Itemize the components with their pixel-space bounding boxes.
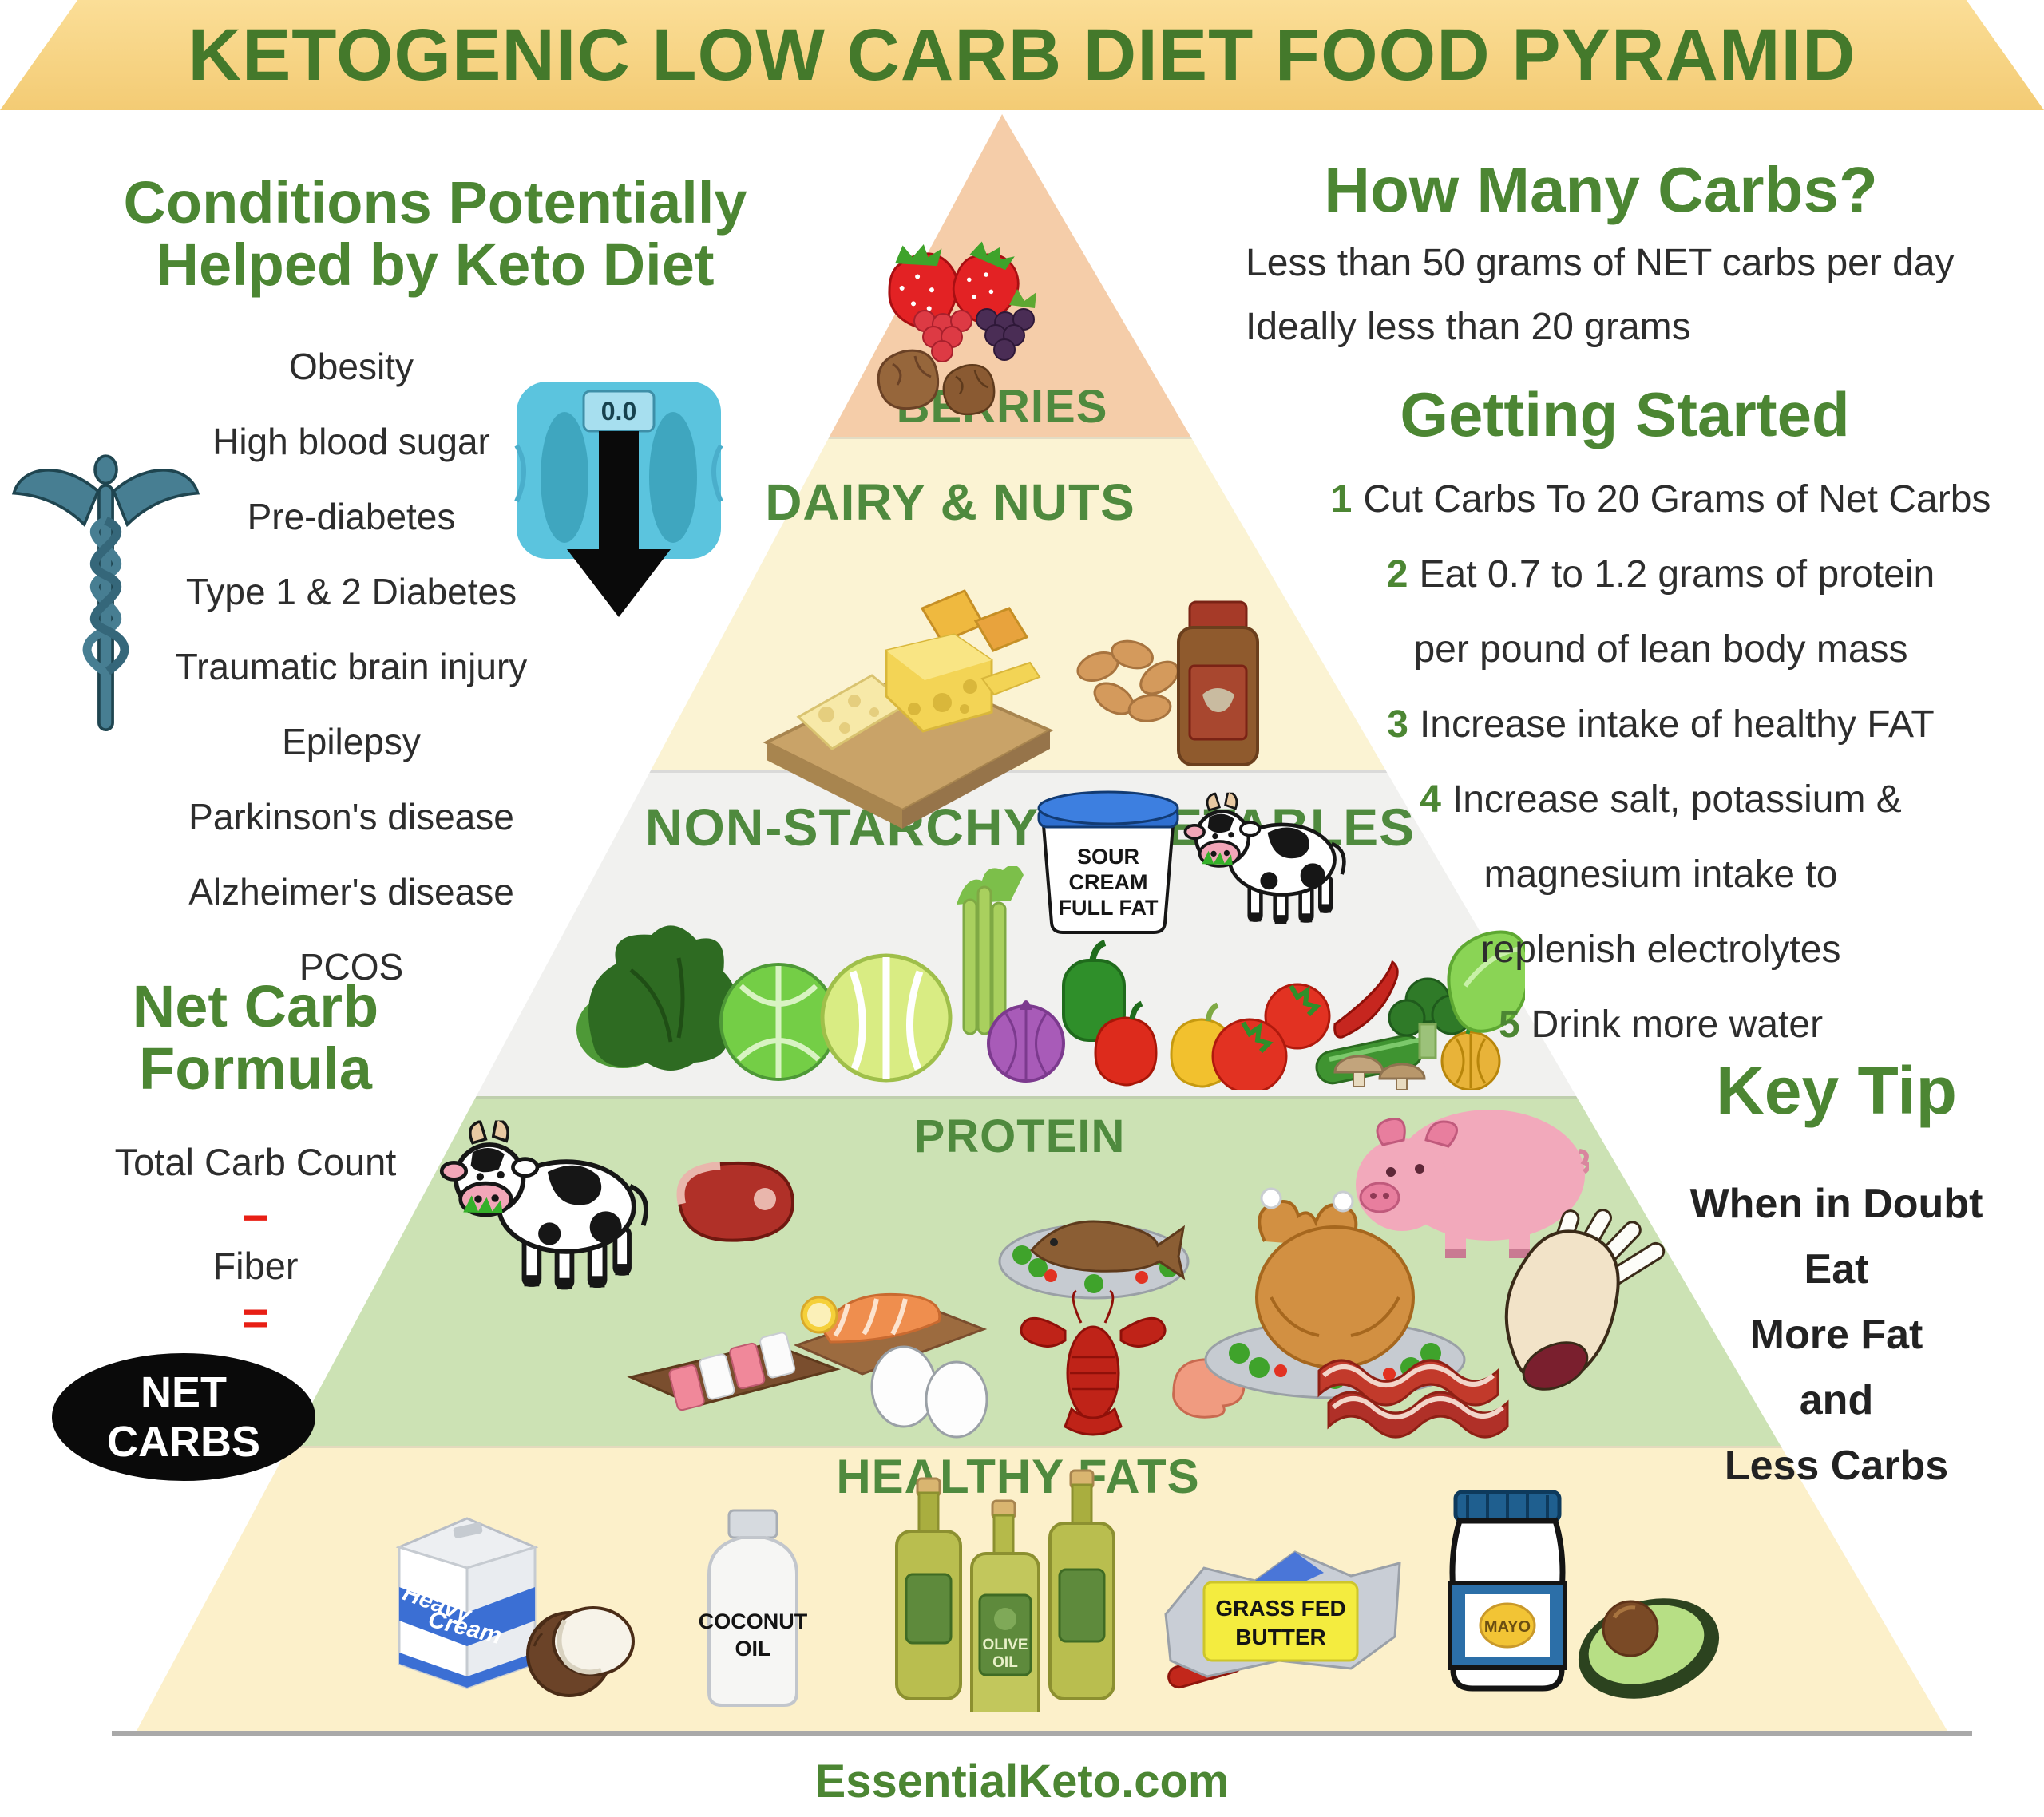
step-4-continued2: replenish electrolytes [1480, 928, 1841, 971]
key-tip-line1: When in Doubt [1689, 1181, 1983, 1227]
formula-minus: − [242, 1192, 269, 1244]
step-5-text: Drink more water [1531, 1004, 1824, 1046]
label-dairy-nuts: DAIRY & NUTS [765, 473, 1135, 531]
step-4: 4 Increase salt, potassium & [1278, 778, 2044, 821]
grass-fed-butter-illustration: GRASS FED BUTTER [1164, 1550, 1401, 1689]
sour-cream-label-line2: CREAM [1069, 870, 1148, 894]
step-3: 3 Increase intake of healthy FAT [1278, 703, 2044, 746]
vegetables-illustration [576, 866, 1525, 1090]
getting-started-steps: 1 Cut Carbs To 20 Grams of Net Carbs 2 Eat… [1278, 477, 2044, 1078]
conditions-heading-line1: Conditions Potentially [123, 169, 747, 236]
condition-item: Parkinson's disease [188, 796, 514, 837]
step-1: 1 Cut Carbs To 20 Grams of Net Carbs [1278, 477, 2044, 521]
olive-oil-illustration: OLIVE OIL [895, 1469, 1115, 1712]
cheese-board-illustration [763, 589, 1054, 829]
key-tip-lines: When in Doubt Eat More Fat and Less Carb… [1645, 1180, 2028, 1507]
condition-item: Alzheimer's disease [188, 871, 514, 912]
butter-label-line1: GRASS FED [1215, 1596, 1345, 1621]
condition-item: Type 1 & 2 Diabetes [185, 571, 517, 612]
formula-operand1: Total Carb Count [114, 1141, 397, 1183]
pig-illustration [1356, 1110, 1589, 1258]
condition-item: Pre-diabetes [247, 496, 456, 537]
step-5-number: 5 [1498, 1004, 1520, 1046]
butter-label-line2: BUTTER [1235, 1625, 1326, 1649]
sour-cream-label-line1: SOUR [1077, 845, 1139, 869]
carbs-limit-line2: Ideally less than 20 grams [1246, 306, 1691, 348]
key-tip-line5: Less Carbs [1724, 1443, 1949, 1489]
footer-website: EssentialKeto.com [814, 1756, 1230, 1807]
nut-butter-jar-illustration [1177, 600, 1259, 766]
step-2: 2 Eat 0.7 to 1.2 grams of protein [1278, 552, 2044, 596]
step-3-number: 3 [1387, 703, 1408, 746]
avocado-illustration [1578, 1598, 1720, 1699]
mayo-jar-illustration: MAYO [1448, 1490, 1567, 1692]
coconut-oil-illustration: COCONUT OIL [699, 1509, 808, 1707]
key-tip-line2: Eat [1804, 1246, 1869, 1292]
formula-heading-line1: Net Carb [132, 973, 379, 1039]
step-5: 5 Drink more water [1278, 1003, 2044, 1047]
key-tip-line3: More Fat [1749, 1312, 1923, 1358]
condition-item: High blood sugar [212, 421, 490, 462]
carbs-limit-line1: Less than 50 grams of NET carbs per day [1246, 242, 1955, 284]
net-carbs-line2: CARBS [106, 1418, 260, 1466]
conditions-list: Obesity High blood sugar Pre-diabetes Ty… [112, 345, 591, 1020]
formula-operand2: Fiber [212, 1245, 299, 1287]
condition-item: Obesity [289, 346, 414, 387]
step-3-text: Increase intake of healthy FAT [1419, 703, 1935, 746]
olive-oil-label-line1: OLIVE [982, 1637, 1028, 1653]
formula-heading-line2: Formula [139, 1035, 372, 1102]
conditions-heading: Conditions Potentially Helped by Keto Di… [20, 169, 850, 299]
coconut-oil-label-line1: COCONUT [699, 1609, 808, 1633]
caduceus-icon [11, 454, 200, 731]
net-carb-formula-heading: Net Carb Formula [16, 973, 495, 1102]
step-4-continued: magnesium intake to [1483, 853, 1838, 896]
title-banner: KETOGENIC LOW CARB DIET FOOD PYRAMID [0, 0, 2044, 110]
how-many-carbs-heading: How Many Carbs? [1324, 154, 1878, 225]
condition-item: Epilepsy [282, 721, 421, 762]
key-tip-line4: and [1799, 1377, 1874, 1423]
olive-oil-label-line2: OIL [992, 1654, 1018, 1671]
step-2-continued: per pound of lean body mass [1413, 628, 1908, 671]
condition-item: PCOS [299, 946, 404, 988]
label-protein: PROTEIN [913, 1110, 1126, 1162]
step-2-text: Eat 0.7 to 1.2 grams of protein [1419, 553, 1935, 596]
formula-equals: = [242, 1292, 269, 1344]
net-carbs-line1: NET [141, 1368, 227, 1416]
sour-cream-label-line3: FULL FAT [1059, 896, 1159, 920]
page-title: KETOGENIC LOW CARB DIET FOOD PYRAMID [188, 14, 1856, 96]
step-1-number: 1 [1330, 478, 1353, 521]
protein-foods-illustration [627, 1161, 1666, 1439]
label-healthy-fats: HEALTHY FATS [836, 1450, 1200, 1503]
net-carbs-badge: NET CARBS [52, 1353, 315, 1481]
weight-loss-arrow-icon [567, 431, 671, 617]
heavy-cream-illustration: Heavy Cream [395, 1517, 539, 1690]
conditions-heading-line2: Helped by Keto Diet [156, 232, 715, 299]
step-4-text: Increase salt, potassium & [1452, 778, 1902, 821]
step-1-text: Cut Carbs To 20 Grams of Net Carbs [1363, 478, 1991, 521]
coconut-illustration [526, 1606, 635, 1697]
coconut-oil-label-line2: OIL [735, 1637, 771, 1661]
step-4-number: 4 [1420, 778, 1441, 821]
berries-illustration [877, 241, 1036, 415]
getting-started-heading: Getting Started [1400, 379, 1850, 449]
sour-cream-illustration: SOUR CREAM FULL FAT [1037, 790, 1179, 934]
pyramid-base-line [112, 1731, 1972, 1736]
step-2-number: 2 [1386, 553, 1408, 596]
condition-item: Traumatic brain injury [175, 646, 528, 687]
almonds-illustration [1076, 639, 1179, 722]
key-tip-heading: Key Tip [1716, 1053, 1957, 1128]
scale-display: 0.0 [601, 397, 636, 426]
mayo-label: MAYO [1484, 1618, 1531, 1636]
